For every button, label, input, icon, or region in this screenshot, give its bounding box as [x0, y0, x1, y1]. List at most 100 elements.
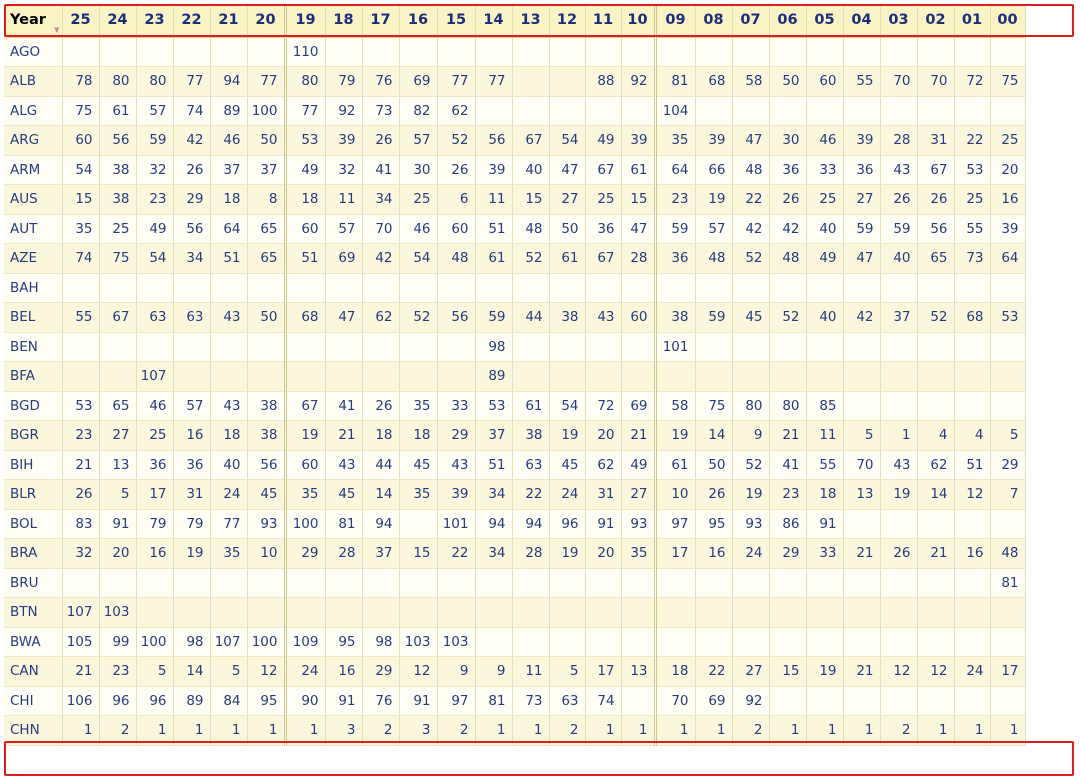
country-code-cell[interactable]: CHI — [4, 686, 63, 716]
year-column-header[interactable]: 07 — [732, 4, 770, 38]
rank-cell: 52 — [437, 125, 476, 156]
rank-cell: 51 — [475, 450, 513, 480]
country-code-cell[interactable]: BIH — [4, 450, 63, 480]
country-code-cell[interactable]: BLR — [4, 479, 63, 510]
year-column-header[interactable]: 17 — [362, 4, 400, 38]
year-column-header[interactable]: 12 — [549, 4, 586, 38]
rank-cell: 3 — [399, 715, 438, 746]
rank-cell: 53 — [475, 391, 513, 421]
country-code-cell[interactable]: BRA — [4, 538, 63, 569]
rank-cell: 21 — [62, 656, 100, 687]
rank-cell: 95 — [247, 686, 287, 716]
country-code-cell[interactable]: ARM — [4, 155, 63, 185]
country-code-cell[interactable]: AUT — [4, 214, 63, 244]
rank-cell: 54 — [62, 155, 100, 185]
country-code-cell[interactable]: ALG — [4, 96, 63, 126]
year-column-header[interactable]: 11 — [585, 4, 622, 38]
year-column-header[interactable]: 22 — [173, 4, 211, 38]
year-column-header[interactable]: 02 — [917, 4, 955, 38]
year-column-header[interactable]: 00 — [990, 4, 1026, 38]
year-column-header[interactable]: 09 — [655, 4, 696, 38]
year-column-header[interactable]: 19 — [285, 4, 326, 38]
rank-cell: 21 — [917, 538, 955, 569]
rank-cell: 41 — [362, 155, 400, 185]
country-code-cell[interactable]: AZE — [4, 243, 63, 274]
rank-cell: 94 — [475, 509, 513, 539]
rank-cell — [843, 597, 881, 628]
table-row: BGD 53 65 46 57 43 38 67 41 26 35 33 53 61 54 72 69 58 75 8… — [4, 391, 1026, 421]
year-column-header[interactable]: 25 — [62, 4, 100, 38]
country-code-cell[interactable]: ARG — [4, 125, 63, 156]
rank-cell: 1 — [769, 715, 807, 746]
year-column-header[interactable]: 18 — [325, 4, 363, 38]
rank-cell: 57 — [695, 214, 733, 244]
rank-cell — [990, 332, 1026, 362]
year-column-header[interactable]: 20 — [247, 4, 287, 38]
year-column-header[interactable]: 23 — [136, 4, 174, 38]
country-code-cell[interactable]: BWA — [4, 627, 63, 657]
rank-cell: 40 — [210, 450, 248, 480]
rank-cell: 99 — [99, 627, 137, 657]
rank-cell: 75 — [695, 391, 733, 421]
rank-cell: 13 — [99, 450, 137, 480]
rank-cell: 15 — [621, 184, 657, 215]
country-code-cell[interactable]: BGR — [4, 420, 63, 451]
rank-cell: 66 — [695, 155, 733, 185]
year-column-header[interactable]: Year ▼ — [4, 4, 63, 38]
country-code-cell[interactable]: ALB — [4, 66, 63, 97]
country-code-cell[interactable]: CHN — [4, 715, 63, 746]
rank-cell: 63 — [136, 302, 174, 333]
rank-cell: 69 — [695, 686, 733, 716]
country-code-cell[interactable]: CAN — [4, 656, 63, 687]
year-column-header[interactable]: 24 — [99, 4, 137, 38]
rank-cell — [655, 597, 696, 628]
rank-cell: 46 — [210, 125, 248, 156]
country-code-cell[interactable]: AGO — [4, 37, 63, 67]
rank-cell: 41 — [325, 391, 363, 421]
year-column-header[interactable]: 21 — [210, 4, 248, 38]
rank-cell: 53 — [954, 155, 991, 185]
year-column-header[interactable]: 16 — [399, 4, 438, 38]
rank-cell: 54 — [549, 125, 586, 156]
rank-cell — [880, 37, 918, 67]
year-column-header[interactable]: 04 — [843, 4, 881, 38]
year-column-header[interactable]: 01 — [954, 4, 991, 38]
country-code-cell[interactable]: BGD — [4, 391, 63, 421]
rank-cell: 46 — [399, 214, 438, 244]
country-code-cell[interactable]: BAH — [4, 273, 63, 303]
rank-cell — [173, 37, 211, 67]
rank-cell: 75 — [99, 243, 137, 274]
year-column-header[interactable]: 05 — [806, 4, 844, 38]
year-column-header[interactable]: 13 — [512, 4, 550, 38]
rank-cell: 36 — [769, 155, 807, 185]
table-row: BTN 107 103 — [4, 597, 1026, 628]
year-column-header[interactable]: 15 — [437, 4, 476, 38]
year-column-header[interactable]: 06 — [769, 4, 807, 38]
country-code-cell[interactable]: BRU — [4, 568, 63, 598]
rank-cell: 28 — [621, 243, 657, 274]
year-column-header[interactable]: 03 — [880, 4, 918, 38]
rank-cell — [475, 37, 513, 67]
rank-cell: 16 — [990, 184, 1026, 215]
rank-cell: 4 — [917, 420, 955, 451]
rank-cell — [99, 273, 137, 303]
country-code-cell[interactable]: BTN — [4, 597, 63, 628]
rank-cell — [954, 597, 991, 628]
rank-cell: 49 — [806, 243, 844, 274]
year-column-header[interactable]: 08 — [695, 4, 733, 38]
country-code-cell[interactable]: BEL — [4, 302, 63, 333]
country-code-cell[interactable]: BOL — [4, 509, 63, 539]
country-code-cell[interactable]: AUS — [4, 184, 63, 215]
country-code-cell[interactable]: BFA — [4, 361, 63, 392]
rank-cell: 38 — [247, 391, 287, 421]
rank-cell — [62, 273, 100, 303]
rank-cell: 36 — [655, 243, 696, 274]
year-column-header[interactable]: 14 — [475, 4, 513, 38]
sort-arrow-icon[interactable]: ▼ — [54, 26, 60, 34]
rank-cell: 100 — [247, 627, 287, 657]
rank-cell: 39 — [990, 214, 1026, 244]
year-column-header[interactable]: 10 — [621, 4, 657, 38]
rank-cell — [621, 37, 657, 67]
country-code-cell[interactable]: BEN — [4, 332, 63, 362]
table-row: BFA 107 89 — [4, 361, 1026, 392]
